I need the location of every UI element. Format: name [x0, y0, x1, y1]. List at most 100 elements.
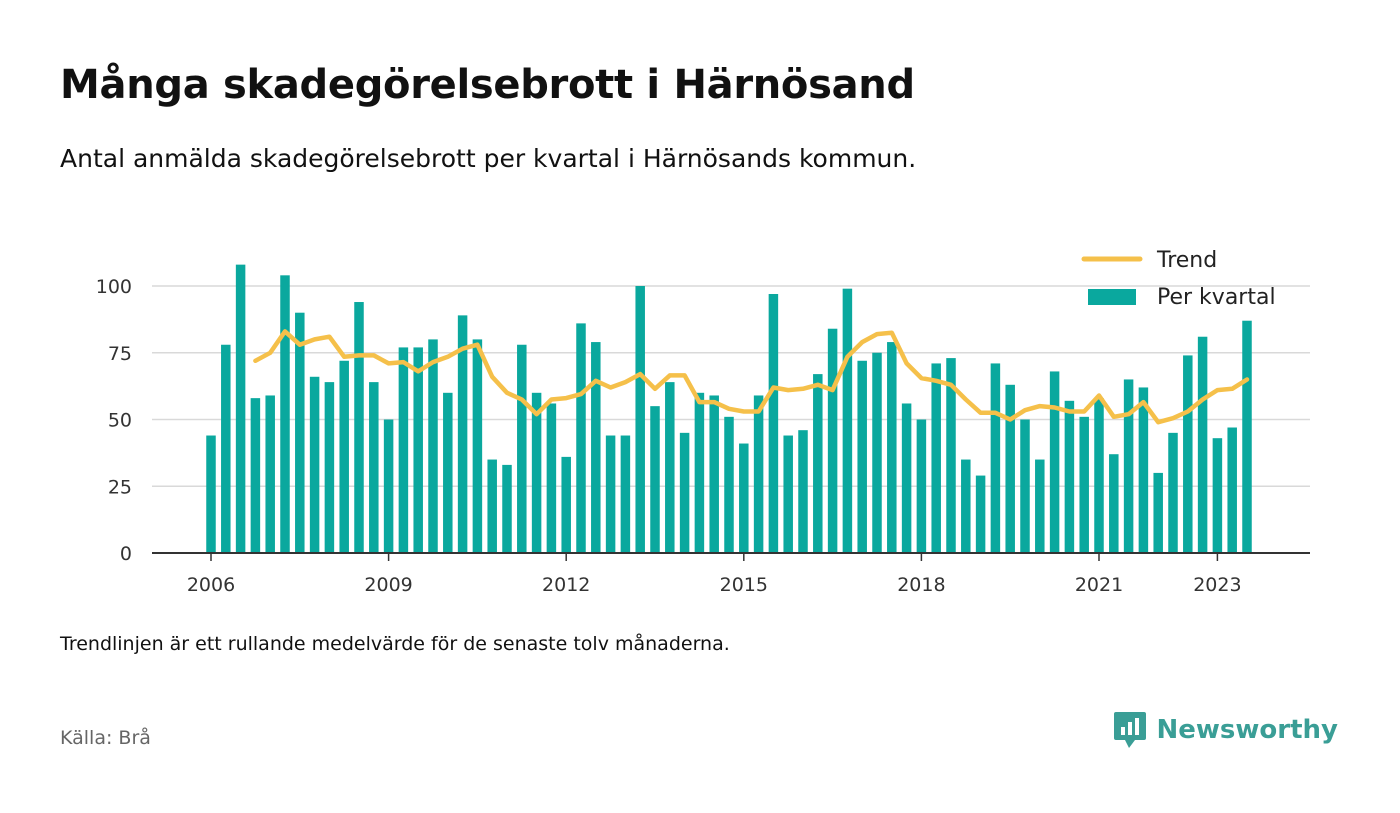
bar: [443, 392, 453, 553]
bar: [768, 294, 779, 553]
bar: [561, 456, 571, 553]
bar: [1064, 400, 1075, 553]
legend-trend-label: Trend: [1156, 248, 1217, 273]
bar: [709, 395, 719, 553]
bar: [1242, 320, 1252, 553]
newsworthy-logo-icon: [1113, 712, 1146, 748]
bar: [295, 312, 305, 553]
bar: [990, 363, 1001, 553]
y-tick-label: 75: [108, 343, 132, 365]
bar: [1020, 419, 1030, 553]
bar: [665, 382, 675, 553]
bar: [531, 392, 542, 553]
bar: [975, 475, 986, 553]
bar: [235, 264, 246, 553]
bar: [650, 406, 660, 553]
bar: [1005, 384, 1015, 553]
bar: [591, 342, 601, 553]
bar: [354, 302, 364, 553]
bar: [1227, 427, 1237, 553]
bar: [679, 432, 690, 553]
x-tick-label: 2009: [364, 574, 412, 596]
x-axis: 2006 2009 2012 2015 2018 2021 2023: [152, 552, 1310, 596]
bar: [946, 358, 956, 553]
bar: [576, 323, 586, 553]
trend-line: [253, 329, 1250, 425]
bar: [887, 342, 897, 553]
x-tick-label: 2006: [187, 574, 235, 596]
bar: [398, 347, 409, 553]
footnote: Trendlinjen är ett rullande medelvärde f…: [60, 633, 730, 655]
y-tick-label: 50: [108, 410, 132, 432]
bar: [383, 419, 394, 553]
bar: [339, 360, 349, 553]
source-label: Källa: Brå: [60, 727, 151, 749]
bar: [1197, 336, 1208, 553]
bar: [546, 403, 557, 553]
bar: [620, 435, 631, 553]
bar: [916, 419, 927, 553]
bar: [783, 435, 793, 553]
bar-series: [206, 264, 1252, 553]
bar: [265, 395, 275, 553]
trend-series: [253, 329, 1250, 425]
y-tick-label: 0: [120, 543, 132, 565]
bar: [857, 360, 867, 553]
bar: [1079, 416, 1089, 553]
x-tick-label: 2018: [897, 574, 945, 596]
bar: [739, 443, 749, 553]
bar: [753, 395, 764, 553]
bar: [413, 347, 423, 553]
bar: [1212, 438, 1223, 553]
bar: [472, 339, 483, 553]
brand-logo: Newsworthy: [1113, 710, 1338, 750]
bar: [250, 398, 261, 553]
bar: [309, 376, 320, 553]
y-tick-label: 25: [108, 476, 132, 498]
chart-title: Många skadegörelsebrott i Härnösand: [60, 62, 915, 108]
bar: [502, 464, 512, 553]
bar: [1094, 398, 1104, 553]
bar: [280, 275, 290, 553]
bar: [1138, 387, 1149, 553]
x-tick-label: 2021: [1075, 574, 1123, 596]
bar: [724, 416, 734, 553]
x-tick-label: 2015: [720, 574, 768, 596]
bar: [901, 403, 912, 553]
x-tick-label: 2023: [1193, 574, 1241, 596]
x-tick-label: 2012: [542, 574, 590, 596]
bar: [1109, 454, 1119, 553]
bar: [457, 315, 468, 553]
bar: [369, 382, 379, 553]
bar: [1123, 379, 1134, 553]
bar: [842, 288, 853, 553]
bar: [694, 392, 705, 553]
bar: [206, 435, 216, 553]
bar: [961, 459, 971, 553]
bar: [1153, 472, 1163, 553]
bar: [1183, 355, 1193, 553]
brand-name: Newsworthy: [1156, 715, 1338, 745]
y-tick-label: 100: [96, 276, 132, 298]
bar: [872, 352, 882, 553]
bar: [324, 382, 335, 553]
bar: [221, 344, 231, 553]
bar: [813, 374, 823, 553]
legend-bar-swatch: [1088, 289, 1136, 305]
y-axis: 0 25 50 75 100: [96, 276, 132, 565]
legend: Trend Per kvartal: [1081, 248, 1276, 310]
bar: [1035, 459, 1045, 553]
bar: [1168, 432, 1178, 553]
bar: [798, 430, 808, 553]
bar: [635, 286, 645, 553]
bar: [517, 344, 527, 553]
bar: [931, 363, 941, 553]
bar: [827, 328, 838, 553]
chart-subtitle: Antal anmälda skadegörelsebrott per kvar…: [60, 144, 917, 173]
bar: [428, 339, 438, 553]
bar: [487, 459, 497, 553]
bar: [605, 435, 616, 553]
bar: [1049, 371, 1060, 553]
legend-bar-label: Per kvartal: [1157, 285, 1276, 310]
